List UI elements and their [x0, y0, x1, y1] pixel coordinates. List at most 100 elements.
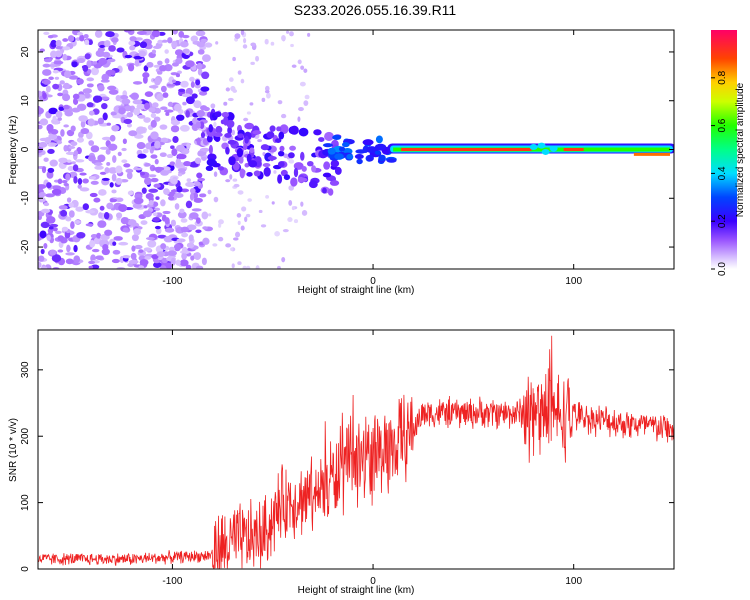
noise-blob — [200, 132, 206, 138]
noise-blob — [86, 77, 95, 82]
noise-blob — [150, 154, 158, 159]
noise-blob — [98, 57, 108, 66]
noise-blob — [72, 93, 80, 100]
noise-blob — [42, 63, 51, 68]
noise-blob — [258, 209, 263, 214]
noise-blob — [40, 266, 48, 269]
scatter-blob — [266, 131, 275, 139]
noise-blob — [194, 157, 202, 164]
noise-blob — [195, 229, 202, 234]
noise-blob — [118, 107, 126, 115]
noise-blob — [230, 247, 234, 252]
noise-blob — [170, 145, 175, 150]
noise-blob — [164, 58, 170, 64]
scatter-blob — [283, 174, 291, 181]
noise-blob — [124, 105, 132, 112]
noise-blob — [134, 59, 140, 67]
cluster-blob — [362, 139, 374, 146]
noise-blob — [103, 211, 110, 220]
noise-blob — [51, 185, 62, 190]
noise-blob — [233, 183, 240, 188]
scatter-blob — [225, 146, 230, 155]
noise-blob — [65, 252, 75, 256]
noise-blob — [142, 148, 149, 154]
noise-blob — [43, 243, 48, 249]
noise-blob — [179, 259, 189, 267]
noise-blob — [177, 211, 187, 219]
x-tick-label: 100 — [565, 276, 582, 287]
cluster-blob — [541, 148, 550, 155]
noise-blob — [204, 42, 213, 48]
noise-blob — [112, 241, 117, 246]
x-tick-label: 0 — [370, 576, 376, 587]
noise-blob — [62, 38, 69, 42]
noise-blob — [148, 200, 154, 206]
scatter-blob — [206, 158, 217, 167]
noise-blob — [66, 197, 72, 203]
noise-blob — [99, 205, 105, 211]
noise-blob — [130, 252, 137, 260]
noise-blob — [232, 178, 238, 182]
noise-blob — [40, 248, 45, 255]
y-tick-label: 100 — [20, 494, 31, 511]
noise-blob — [126, 123, 133, 128]
noise-blob — [71, 107, 81, 113]
cluster-blob — [342, 142, 350, 148]
noise-blob — [201, 211, 209, 220]
noise-blob — [231, 129, 236, 136]
noise-blob — [288, 200, 293, 206]
noise-blob — [152, 167, 162, 171]
noise-blob — [65, 151, 75, 155]
noise-blob — [153, 116, 161, 122]
noise-blob — [250, 42, 257, 47]
noise-blob — [174, 49, 184, 56]
noise-blob — [38, 124, 43, 130]
noise-blob — [118, 241, 129, 246]
noise-blob — [161, 39, 168, 43]
noise-blob — [71, 61, 78, 68]
noise-blob — [78, 115, 88, 122]
noise-blob — [152, 102, 159, 108]
noise-blob — [143, 117, 151, 123]
noise-blob — [193, 100, 202, 109]
noise-blob — [191, 93, 198, 99]
noise-blob — [116, 47, 125, 53]
noise-blob — [185, 264, 192, 269]
noise-blob — [167, 101, 174, 107]
noise-blob — [189, 187, 196, 194]
cluster-blob — [355, 149, 367, 154]
noise-blob — [43, 202, 50, 207]
x-tick-label: 0 — [370, 276, 376, 287]
noise-blob — [88, 110, 95, 116]
scatter-blob — [236, 147, 244, 158]
noise-blob — [153, 261, 162, 268]
scatter-blob — [329, 180, 340, 186]
noise-blob — [165, 262, 172, 269]
noise-blob — [215, 41, 219, 45]
noise-blob — [235, 231, 241, 238]
noise-blob — [70, 141, 78, 147]
noise-blob — [162, 92, 169, 98]
noise-blob — [45, 193, 56, 198]
noise-blob — [80, 120, 86, 128]
noise-blob — [67, 35, 75, 42]
noise-blob — [164, 49, 169, 54]
noise-blob — [181, 93, 191, 98]
noise-blob — [160, 106, 168, 110]
noise-blob — [54, 76, 60, 80]
scatter-blob — [206, 134, 213, 143]
noise-blob — [87, 155, 96, 162]
noise-blob — [99, 44, 105, 48]
noise-blob — [96, 232, 102, 239]
noise-blob — [172, 136, 179, 144]
noise-blob — [143, 205, 148, 209]
noise-blob — [82, 88, 93, 94]
noise-blob — [166, 154, 174, 159]
scatter-blob — [223, 116, 229, 126]
noise-blob — [94, 165, 104, 170]
noise-blob — [57, 235, 65, 242]
noise-blob — [181, 246, 188, 254]
noise-blob — [70, 221, 75, 230]
noise-blob — [50, 50, 58, 59]
